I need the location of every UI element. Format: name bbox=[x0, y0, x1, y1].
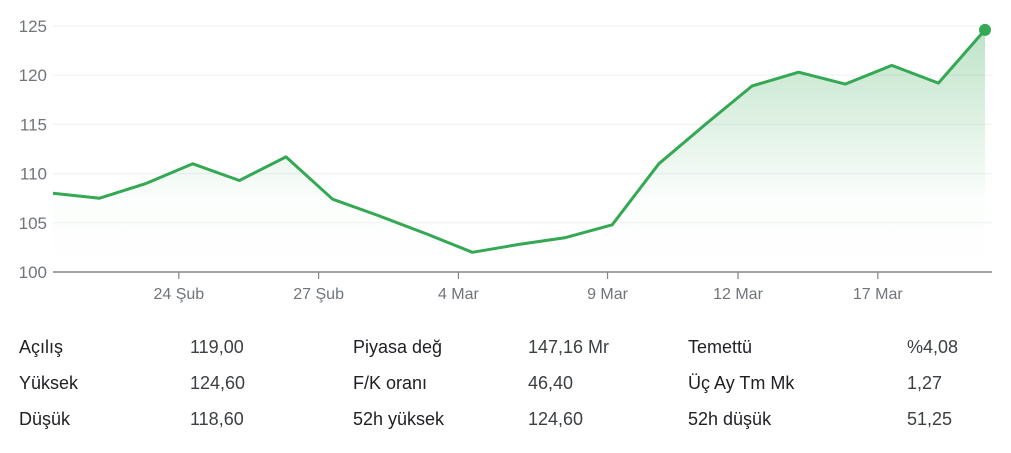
stat-label: Düşük bbox=[19, 409, 71, 429]
stat-value: 147,16 Mr bbox=[528, 337, 610, 357]
y-tick-label: 110 bbox=[20, 165, 47, 184]
y-tick-label: 105 bbox=[19, 214, 47, 233]
x-tick-label: 9 Mar bbox=[587, 286, 629, 303]
stat-value: 119,00 bbox=[190, 337, 244, 357]
stat-value: 46,40 bbox=[528, 373, 574, 393]
stat-value: 118,60 bbox=[190, 409, 244, 429]
stat-label: Üç Ay Tm Mk bbox=[688, 373, 795, 393]
stats-row: Yüksek 124,60 F/K oranı 46,40 Üç Ay Tm M… bbox=[0, 373, 1011, 403]
x-tick-label: 27 Şub bbox=[293, 286, 344, 303]
stat-label: 52h yüksek bbox=[353, 409, 445, 429]
stat-label: F/K oranı bbox=[353, 373, 428, 393]
stat-value: %4,08 bbox=[907, 337, 959, 357]
stat-label: Açılış bbox=[19, 337, 64, 357]
stat-value: 1,27 bbox=[907, 373, 943, 393]
x-tick-label: 24 Şub bbox=[153, 286, 204, 303]
stat-label: Temettü bbox=[688, 337, 753, 357]
last-price-marker bbox=[979, 23, 991, 36]
x-tick-label: 17 Mar bbox=[853, 286, 903, 303]
y-tick-label: 115 bbox=[20, 115, 47, 134]
stats-row: Açılış 119,00 Piyasa değ 147,16 Mr Temet… bbox=[0, 337, 1011, 367]
price-chart[interactable]: 100 105 110 115 120 125 24 Şub 27 Şub 4 Mar 9 Ma… bbox=[0, 0, 1011, 310]
x-tick-label: 4 Mar bbox=[438, 286, 480, 303]
y-tick-label: 120 bbox=[19, 66, 47, 85]
stat-value: 124,60 bbox=[190, 373, 246, 393]
stat-label: Yüksek bbox=[19, 373, 79, 393]
price-area bbox=[53, 29, 985, 273]
stat-value: 51,25 bbox=[907, 409, 953, 429]
price-line bbox=[52, 28, 987, 254]
stat-label: Piyasa değ bbox=[353, 337, 443, 357]
y-tick-label: 100 bbox=[19, 263, 47, 282]
stat-value: 124,60 bbox=[528, 409, 584, 429]
stat-label: 52h düşük bbox=[688, 409, 772, 429]
stats-row: Düşük 118,60 52h yüksek 124,60 52h düşük… bbox=[0, 409, 1011, 439]
x-tick-label: 12 Mar bbox=[713, 286, 763, 303]
y-tick-label: 125 bbox=[19, 17, 47, 36]
